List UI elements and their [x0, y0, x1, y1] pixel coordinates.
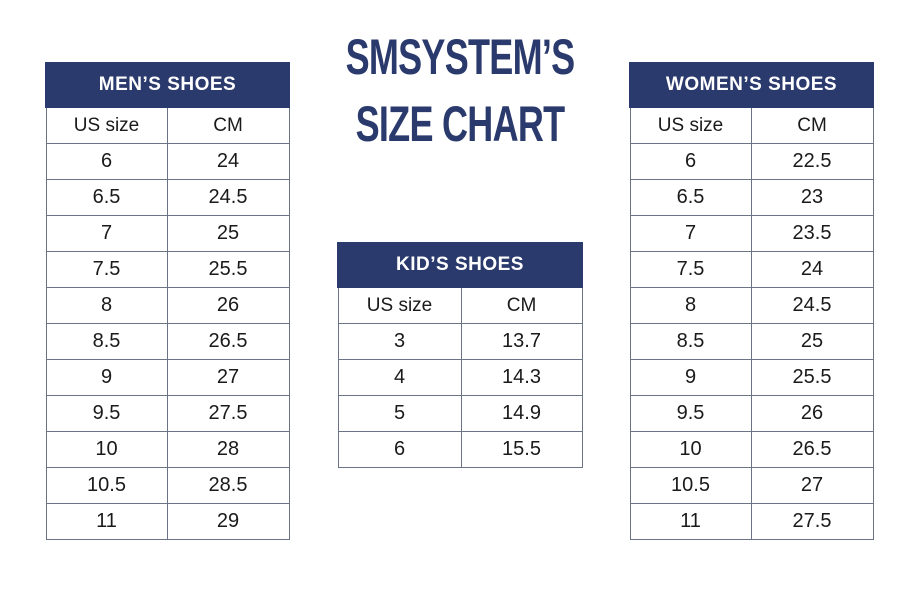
us-size-cell: 9: [45, 359, 168, 396]
table-row: 11 27.5: [629, 503, 874, 540]
us-size-cell: 10: [629, 431, 752, 468]
cm-cell: 27: [166, 359, 290, 396]
cm-cell: 25: [166, 215, 290, 252]
us-size-cell: 8: [45, 287, 168, 324]
men-size-table: MEN’S SHOES US size CM 6 24 6.5 24.5 7 25 7.5 2…: [45, 62, 290, 540]
us-size-cell: 11: [629, 503, 752, 540]
table-row: 10.5 27: [629, 467, 874, 504]
us-size-cell: 6: [337, 431, 462, 468]
us-size-cell: 7.5: [629, 251, 752, 288]
us-size-cell: 11: [45, 503, 168, 540]
kid-table-header: KID’S SHOES: [337, 242, 583, 288]
us-size-cell: 7: [629, 215, 752, 252]
cm-cell: 14.9: [460, 395, 583, 432]
us-size-cell: 7: [45, 215, 168, 252]
cm-cell: 29: [166, 503, 290, 540]
table-row: 6.5 24.5: [45, 179, 290, 216]
kid-col-us-size: US size: [337, 286, 462, 324]
table-row: 7 25: [45, 215, 290, 252]
us-size-cell: 3: [337, 323, 462, 360]
table-row: 7.5 25.5: [45, 251, 290, 288]
table-row: 5 14.9: [337, 395, 583, 432]
cm-cell: 24.5: [166, 179, 290, 216]
us-size-cell: 9.5: [629, 395, 752, 432]
cm-cell: 15.5: [460, 431, 583, 468]
cm-cell: 26.5: [166, 323, 290, 360]
kid-col-cm: CM: [460, 286, 583, 324]
cm-cell: 27.5: [750, 503, 874, 540]
cm-cell: 25.5: [750, 359, 874, 396]
table-row: 10 26.5: [629, 431, 874, 468]
us-size-cell: 6.5: [629, 179, 752, 216]
cm-cell: 27: [750, 467, 874, 504]
cm-cell: 24: [750, 251, 874, 288]
cm-cell: 23: [750, 179, 874, 216]
table-row: 6 15.5: [337, 431, 583, 468]
table-row: 7 23.5: [629, 215, 874, 252]
cm-cell: 25: [750, 323, 874, 360]
table-row: 6.5 23: [629, 179, 874, 216]
table-row: 8.5 26.5: [45, 323, 290, 360]
table-row: 8.5 25: [629, 323, 874, 360]
table-row: 9.5 26: [629, 395, 874, 432]
us-size-cell: 6.5: [45, 179, 168, 216]
table-row: 7.5 24: [629, 251, 874, 288]
table-row: 9 27: [45, 359, 290, 396]
table-row: 9.5 27.5: [45, 395, 290, 432]
table-row: 4 14.3: [337, 359, 583, 396]
men-table-header: MEN’S SHOES: [45, 62, 290, 108]
cm-cell: 24: [166, 143, 290, 180]
us-size-cell: 10.5: [629, 467, 752, 504]
us-size-cell: 9.5: [45, 395, 168, 432]
women-col-us-size: US size: [629, 106, 752, 144]
us-size-cell: 6: [45, 143, 168, 180]
kid-size-table: KID’S SHOES US size CM 3 13.7 4 14.3 5 14.9 6 1…: [337, 242, 583, 468]
us-size-cell: 5: [337, 395, 462, 432]
us-size-cell: 4: [337, 359, 462, 396]
cm-cell: 26: [750, 395, 874, 432]
table-row: 6 24: [45, 143, 290, 180]
us-size-cell: 8: [629, 287, 752, 324]
table-row: 9 25.5: [629, 359, 874, 396]
cm-cell: 26.5: [750, 431, 874, 468]
men-col-cm: CM: [166, 106, 290, 144]
table-row: 6 22.5: [629, 143, 874, 180]
table-row: 3 13.7: [337, 323, 583, 360]
us-size-cell: 6: [629, 143, 752, 180]
us-size-cell: 10.5: [45, 467, 168, 504]
women-col-cm: CM: [750, 106, 874, 144]
table-row: 8 26: [45, 287, 290, 324]
chart-title-line-1: SMSYSTEM’S: [345, 29, 576, 85]
cm-cell: 26: [166, 287, 290, 324]
cm-cell: 28.5: [166, 467, 290, 504]
cm-cell: 28: [166, 431, 290, 468]
women-size-table: WOMEN’S SHOES US size CM 6 22.5 6.5 23 7 23.5…: [629, 62, 874, 540]
table-row: 10.5 28.5: [45, 467, 290, 504]
us-size-cell: 9: [629, 359, 752, 396]
table-row: 11 29: [45, 503, 290, 540]
cm-cell: 24.5: [750, 287, 874, 324]
us-size-cell: 7.5: [45, 251, 168, 288]
us-size-cell: 8.5: [629, 323, 752, 360]
us-size-cell: 8.5: [45, 323, 168, 360]
women-table-header: WOMEN’S SHOES: [629, 62, 874, 108]
us-size-cell: 10: [45, 431, 168, 468]
cm-cell: 13.7: [460, 323, 583, 360]
cm-cell: 22.5: [750, 143, 874, 180]
cm-cell: 27.5: [166, 395, 290, 432]
cm-cell: 14.3: [460, 359, 583, 396]
cm-cell: 25.5: [166, 251, 290, 288]
chart-title-line-2: SIZE CHART: [355, 96, 566, 152]
table-row: 10 28: [45, 431, 290, 468]
table-row: 8 24.5: [629, 287, 874, 324]
cm-cell: 23.5: [750, 215, 874, 252]
men-col-us-size: US size: [45, 106, 168, 144]
